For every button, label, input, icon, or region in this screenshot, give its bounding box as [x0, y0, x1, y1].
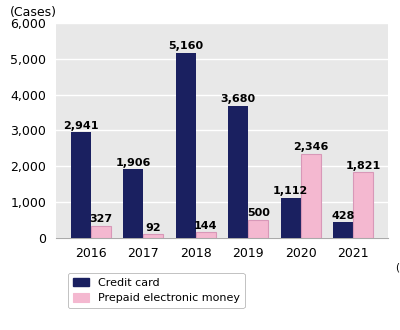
Bar	[196, 232, 216, 238]
Bar	[333, 222, 353, 238]
Text: 1,906: 1,906	[116, 158, 151, 168]
Bar	[300, 154, 320, 238]
Bar	[91, 226, 111, 238]
Text: 1,821: 1,821	[345, 161, 380, 171]
Bar	[176, 53, 196, 238]
Text: 3,680: 3,680	[221, 94, 256, 104]
Bar	[281, 198, 300, 238]
Bar	[71, 132, 91, 238]
Bar	[228, 106, 248, 238]
Text: 2,346: 2,346	[293, 142, 328, 152]
Bar	[353, 173, 373, 238]
Text: 428: 428	[331, 211, 355, 220]
Legend: Credit card, Prepaid electronic money: Credit card, Prepaid electronic money	[68, 273, 245, 308]
Bar	[144, 234, 163, 238]
Text: 92: 92	[146, 222, 161, 233]
Bar	[124, 170, 144, 238]
Bar	[248, 220, 268, 238]
Text: 327: 327	[89, 214, 112, 224]
Text: 144: 144	[194, 221, 218, 231]
Text: 500: 500	[247, 208, 270, 218]
Text: 5,160: 5,160	[168, 41, 204, 51]
Text: 1,112: 1,112	[273, 186, 308, 196]
Text: (Cases): (Cases)	[10, 6, 56, 19]
Text: 2,941: 2,941	[63, 121, 99, 131]
Text: (FY): (FY)	[395, 263, 400, 273]
